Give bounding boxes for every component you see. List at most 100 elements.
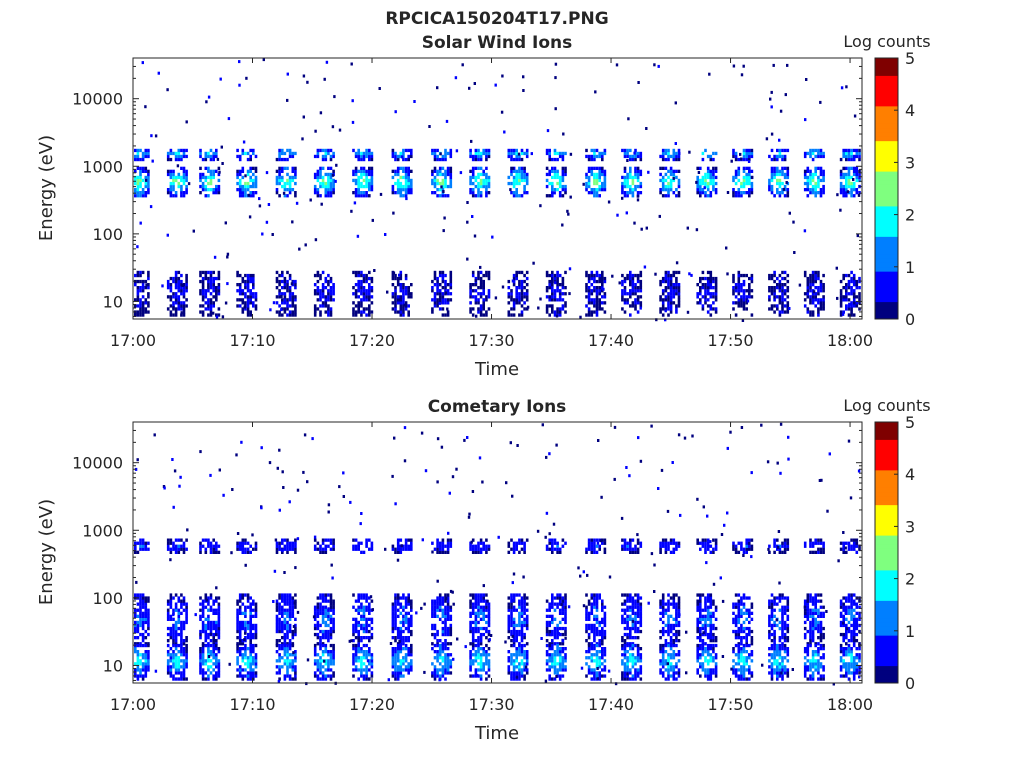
heatmap-cell [770,166,774,170]
heatmap-cell [402,668,405,672]
heatmap-cell [172,674,175,678]
heatmap-cell [209,270,213,275]
heatmap-cell [172,643,175,648]
heatmap-cell [281,623,284,628]
heatmap-cell [839,181,843,186]
heatmap-cell [313,313,317,317]
heatmap-cell [327,614,330,618]
heatmap-cell [362,650,366,654]
heatmap-cell [327,629,330,634]
heatmap-cell [677,295,681,299]
heatmap-cell [283,662,287,666]
heatmap-cell [664,307,668,311]
heatmap-cell [144,617,148,621]
heatmap-cell [204,175,208,180]
heatmap-cell [147,273,150,278]
heatmap-cell [518,166,521,170]
heatmap-cell [732,292,735,296]
heatmap-cell [360,151,363,156]
heatmap-cell [204,593,208,597]
heatmap-cell [500,110,504,114]
heatmap-cell [404,647,408,651]
heatmap-cell [474,157,478,162]
heatmap-cell [587,273,591,278]
heatmap-cell [241,184,245,189]
heatmap-cell [672,157,676,162]
heatmap-cell [798,283,802,287]
heatmap-cell [362,286,366,290]
heatmap-cell [669,178,673,183]
heatmap-cell [319,659,322,663]
heatmap-cell [177,283,181,287]
heatmap-cell [199,178,202,183]
heatmap-cell [201,650,205,654]
heatmap-cell [209,310,213,314]
heatmap-cell [781,298,784,302]
x-tick-label: 17:20 [349,331,395,350]
heatmap-cell [701,178,705,183]
heatmap-cell [515,301,518,305]
heatmap-cell [147,301,150,305]
heatmap-cell [404,289,408,293]
heatmap-cell [212,295,215,299]
heatmap-cell [526,305,530,309]
heatmap-cell [217,611,221,615]
heatmap-cell [636,298,640,302]
heatmap-cell [321,154,325,159]
heatmap-cell [278,295,281,299]
heatmap-cell [394,181,397,186]
heatmap-cell [244,184,247,189]
heatmap-cell [319,148,322,153]
heatmap-cell [134,313,137,317]
heatmap-cell [169,298,173,302]
heatmap-cell [441,307,445,311]
heatmap-cell [855,148,859,153]
heatmap-cell [712,286,715,290]
heatmap-cell [585,283,588,287]
heatmap-cell [290,282,294,286]
heatmap-cell [172,653,175,657]
heatmap-cell [781,295,784,299]
heatmap-cell [252,295,255,299]
heatmap-cell [701,188,705,192]
heatmap-cell [238,541,242,545]
heatmap-cell [391,614,395,618]
heatmap-cell [180,671,183,675]
heatmap-cell [857,193,861,197]
heatmap-cell [441,650,445,654]
heatmap-cell [332,623,335,628]
heatmap-cell [316,623,320,628]
heatmap-cell [602,287,605,291]
heatmap-cell [712,295,715,299]
heatmap-cell [407,184,410,189]
heatmap-cell [621,273,624,278]
heatmap-cell [585,304,588,308]
heatmap-cell [320,202,323,206]
heatmap-cell [770,148,774,153]
heatmap-cell [438,307,442,311]
heatmap-cell [446,632,450,637]
heatmap-cell [319,593,322,597]
heatmap-cell [553,151,557,156]
heatmap-cell [147,188,150,192]
heatmap-cell [314,238,318,242]
heatmap-cell [238,289,242,293]
heatmap-cell [319,550,322,554]
heatmap-cell [357,154,360,159]
heatmap-cell [249,313,252,317]
heatmap-cell [855,279,859,284]
heatmap-cell [172,181,175,186]
heatmap-cell [776,283,779,287]
heatmap-cell [182,169,186,173]
heatmap-cell [136,166,140,170]
heatmap-cell [204,550,208,554]
heatmap-cell [809,313,812,317]
heatmap-cell [177,286,181,290]
heatmap-cell [507,295,511,299]
heatmap-cell [629,184,632,189]
heatmap-cell [554,76,557,80]
heatmap-cell [781,172,784,177]
heatmap-cell [201,313,205,317]
heatmap-cell [845,178,848,183]
heatmap-cell [241,602,245,606]
